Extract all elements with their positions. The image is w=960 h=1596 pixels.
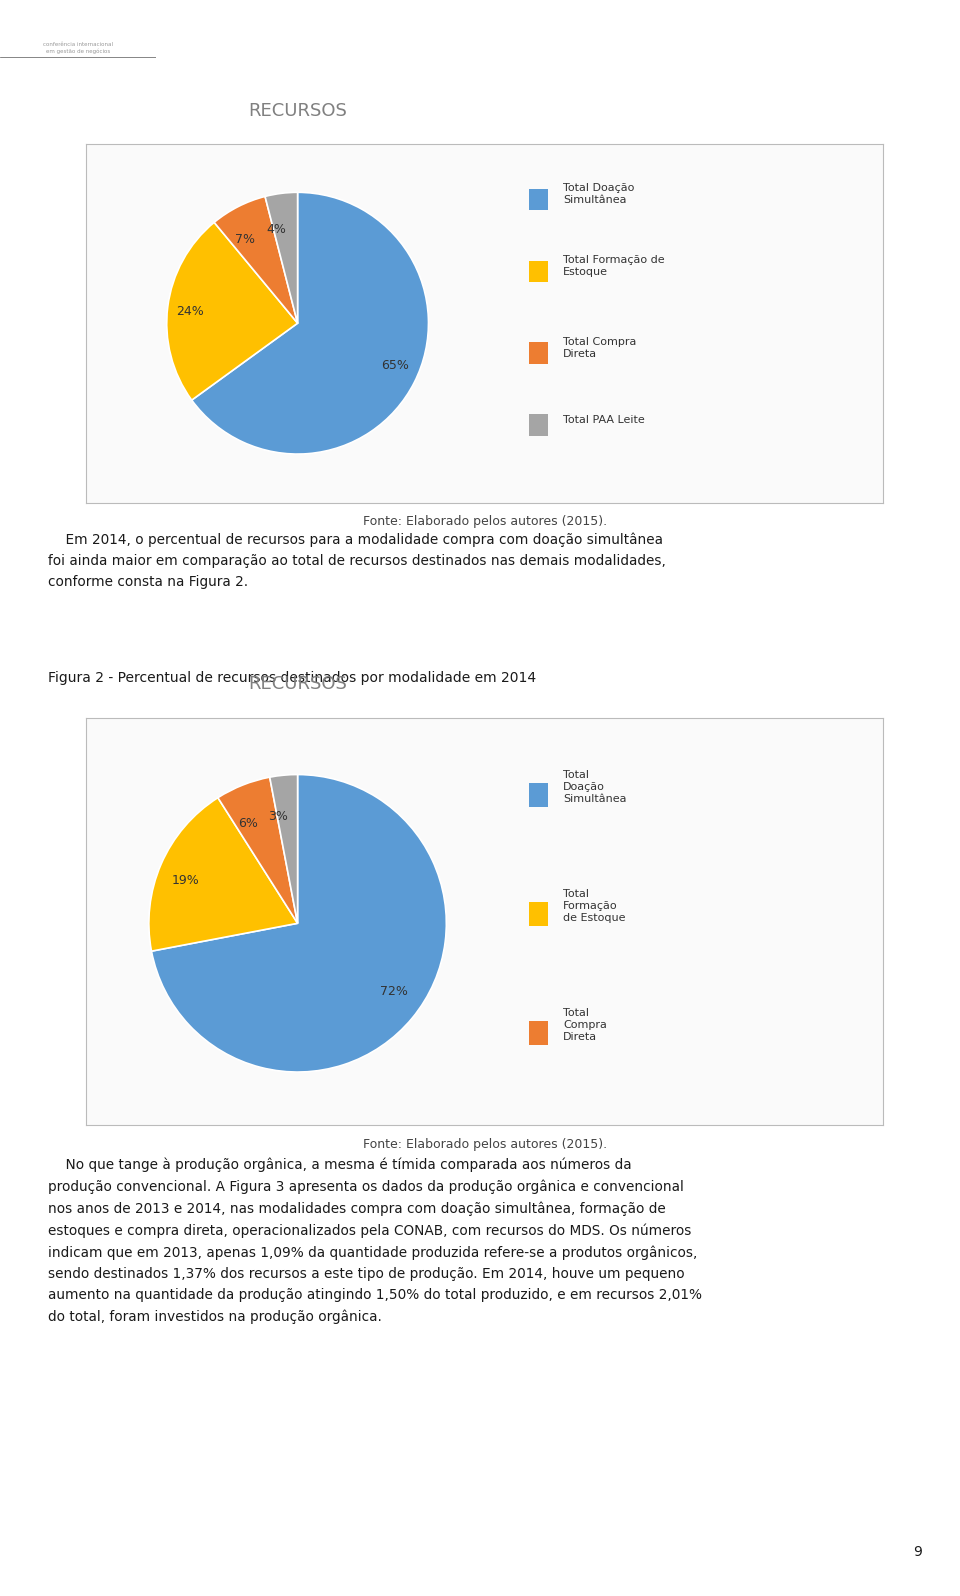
Text: Em 2014, o percentual de recursos para a modalidade compra com doação simultânea: Em 2014, o percentual de recursos para a…	[48, 533, 666, 589]
Bar	[529, 343, 548, 364]
Wedge shape	[192, 193, 428, 453]
Text: Total
Compra
Direta: Total Compra Direta	[564, 1009, 608, 1042]
Text: 9: 9	[913, 1545, 922, 1559]
Bar	[529, 784, 548, 808]
Text: 24%: 24%	[177, 305, 204, 318]
Wedge shape	[149, 798, 298, 951]
Bar	[529, 415, 548, 436]
Text: 4%: 4%	[266, 223, 286, 236]
Text: No que tange à produção orgânica, a mesma é tímida comparada aos números da
prod: No que tange à produção orgânica, a mesm…	[48, 1157, 702, 1323]
Bar	[529, 902, 548, 926]
Bar	[529, 260, 548, 282]
Bar	[529, 1021, 548, 1045]
Text: Total Doação
Simultânea: Total Doação Simultânea	[564, 184, 635, 204]
Text: 19%: 19%	[172, 875, 200, 887]
Wedge shape	[152, 774, 446, 1073]
Text: Total Compra
Direta: Total Compra Direta	[564, 337, 636, 359]
Text: 3%: 3%	[268, 811, 288, 824]
Text: Fonte: Elaborado pelos autores (2015).: Fonte: Elaborado pelos autores (2015).	[363, 1138, 607, 1151]
Text: Total
Doação
Simultânea: Total Doação Simultânea	[564, 771, 627, 804]
Text: Fonte: Elaborado pelos autores (2015).: Fonte: Elaborado pelos autores (2015).	[363, 516, 607, 528]
Wedge shape	[218, 777, 298, 922]
Text: 65%: 65%	[381, 359, 409, 372]
Text: I CINGEN: I CINGEN	[43, 19, 113, 34]
Text: Total PAA Leite: Total PAA Leite	[564, 415, 645, 425]
Wedge shape	[265, 193, 298, 324]
Title: RECURSOS: RECURSOS	[249, 102, 347, 120]
Text: UNIOESTE-Universidade Estadual do Oeste do Paraná: UNIOESTE-Universidade Estadual do Oeste …	[405, 65, 721, 78]
Bar	[529, 188, 548, 211]
Text: CCSA-Centro de Ciências Sociais Aplicadas: CCSA-Centro de Ciências Sociais Aplicada…	[437, 91, 689, 105]
Wedge shape	[167, 222, 298, 401]
Wedge shape	[214, 196, 298, 324]
Text: 7%: 7%	[235, 233, 254, 246]
Text: Cascavel, PR, Brasil, 16 a 18 de novembro de 2015: Cascavel, PR, Brasil, 16 a 18 de novembr…	[412, 38, 714, 53]
Title: RECURSOS: RECURSOS	[249, 675, 347, 693]
Text: em gestão de negócios: em gestão de negócios	[46, 49, 110, 54]
Wedge shape	[270, 774, 298, 922]
Text: Total
Formação
de Estoque: Total Formação de Estoque	[564, 889, 626, 922]
Text: conferência internacional: conferência internacional	[43, 41, 113, 46]
Text: 6%: 6%	[238, 817, 258, 830]
Text: Figura 2 - Percentual de recursos destinados por modalidade em 2014: Figura 2 - Percentual de recursos destin…	[48, 672, 536, 685]
Text: 72%: 72%	[380, 985, 408, 998]
Text: Total Formação de
Estoque: Total Formação de Estoque	[564, 255, 665, 276]
Text: I CINGEN- Conferência Internacional em Gestão de Negócios 2015: I CINGEN- Conferência Internacional em G…	[317, 14, 809, 29]
